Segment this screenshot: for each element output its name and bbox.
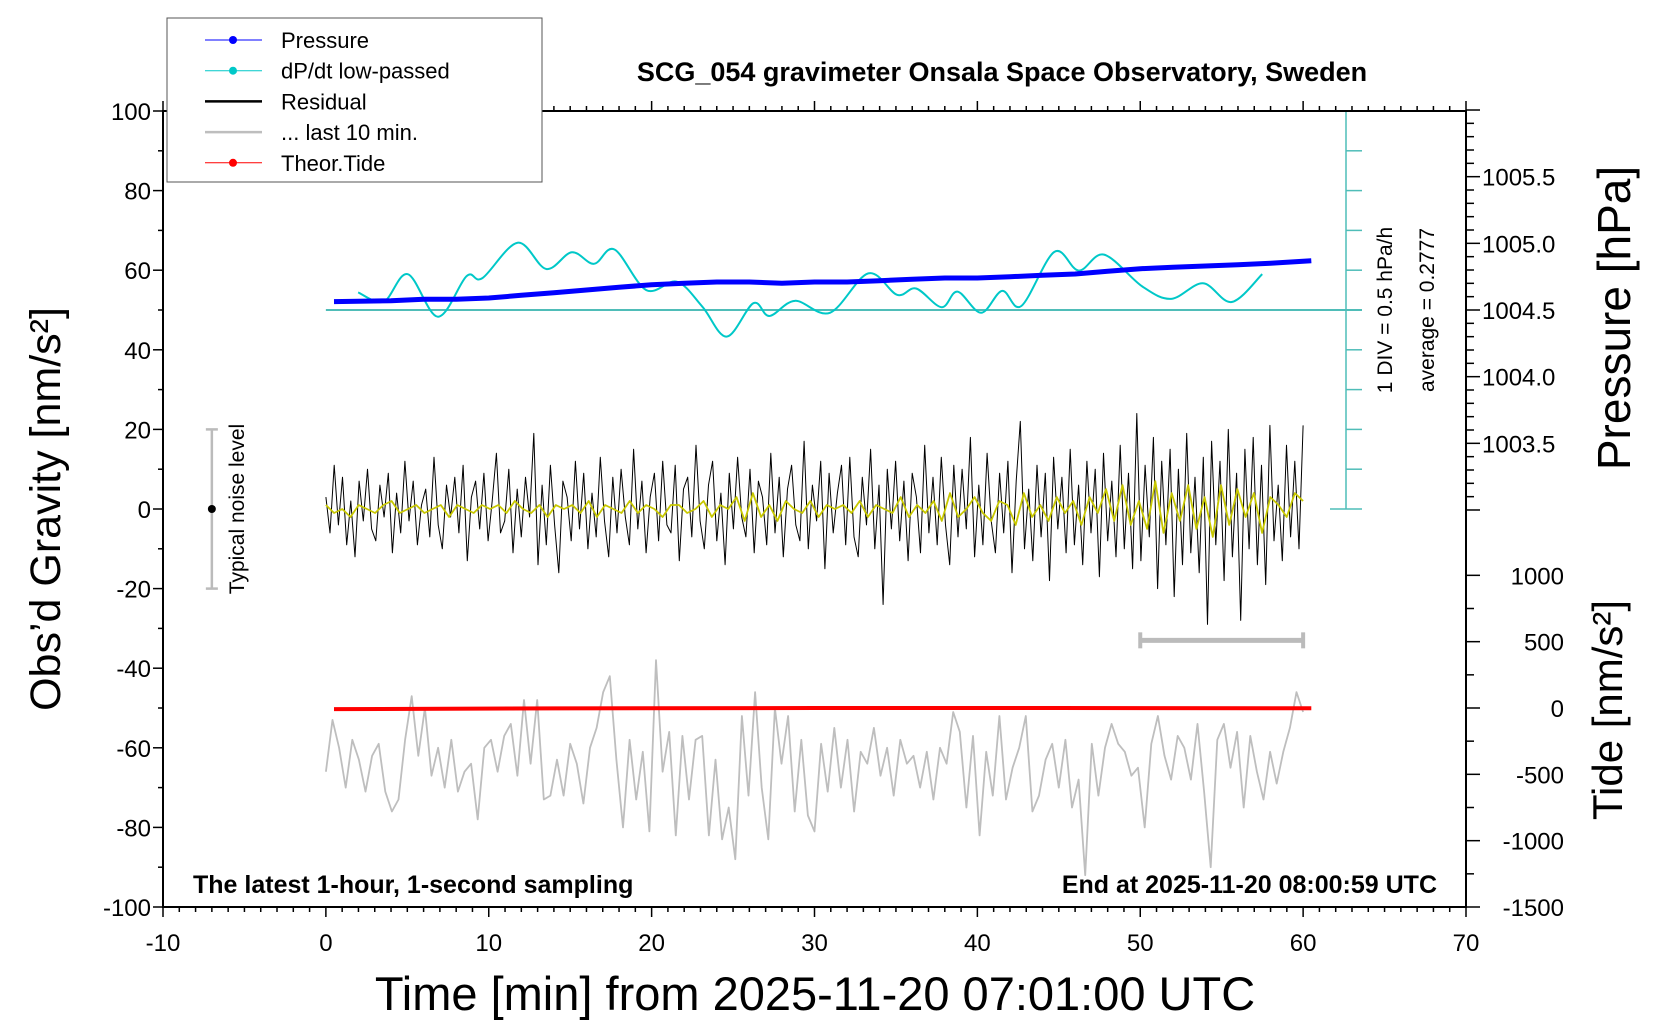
series-residual [325,413,1304,625]
annotation-noise: Typical noise level [226,424,249,594]
y-axis-title-pressure: Pressure [hPa] [1588,166,1640,470]
x-tick-label: 10 [475,930,502,957]
pressure-tick-label: 1004.0 [1482,365,1555,392]
y-tick-label: 0 [138,497,151,524]
plot-frame [162,110,1467,908]
annotation-div: 1 DIV = 0.5 hPa/h [1374,227,1397,393]
series-dpdt [357,241,1263,338]
y-tick-label: 20 [124,417,151,444]
pressure-tick-label: 1005.5 [1482,165,1555,192]
x-tick-label: -10 [146,930,181,957]
legend: Pressure dP/dt low-passed Residual ... last… [166,17,543,183]
legend-marker [229,36,237,44]
legend-label: ... last 10 min. [281,120,418,145]
series-residual-smoothed [325,480,1304,538]
chart-title: SCG_054 gravimeter Onsala Space Observat… [637,57,1367,87]
tide-tick-label: -1000 [1503,829,1564,856]
annotation-end-time: End at 2025-11-20 08:00:59 UTC [1062,871,1437,899]
tide-tick-label: -500 [1516,762,1564,789]
tide-tick-label: -1500 [1503,895,1564,922]
y-tick-label: 100 [111,99,151,126]
x-tick-label: 40 [964,930,991,957]
pressure-tick-label: 1003.5 [1482,431,1555,458]
annotation-average: average = 0.2777 [1416,228,1439,392]
y-tick-label: 80 [124,179,151,206]
x-tick-label: 70 [1453,930,1480,957]
annotation-sampling: The latest 1-hour, 1-second sampling [193,871,633,899]
legend-label: Theor.Tide [281,151,385,176]
y-tick-label: 60 [124,258,151,285]
x-tick-label: 50 [1127,930,1154,957]
y-axis-title-tide: Tide [nm/s²] [1584,600,1631,820]
series-pressure [333,258,1312,305]
y-tick-label: -60 [116,736,151,763]
y-tick-label: -20 [116,577,151,604]
series-last-10-min [325,659,1304,877]
y-axis-title-left: Obs’d Gravity [nm/s²] [22,307,70,711]
series-theor-tide [333,706,1312,712]
x-tick-label: 30 [801,930,828,957]
legend-marker [229,66,237,75]
pressure-tick-label: 1004.5 [1482,298,1555,325]
x-tick-label: 20 [638,930,665,957]
legend-label: Residual [281,89,367,114]
legend-marker [229,158,237,167]
pressure-tick-label: 1005.0 [1482,231,1555,258]
noise-level-dot [207,505,216,513]
tide-tick-label: 500 [1524,630,1564,657]
legend-box [166,17,543,183]
x-tick-label: 60 [1290,930,1317,957]
tide-tick-label: 1000 [1511,563,1564,590]
x-tick-label: 0 [319,930,332,957]
legend-label: Pressure [281,28,369,53]
legend-label: dP/dt low-passed [281,59,450,84]
chart-marks [205,110,1362,877]
tide-tick-label: 0 [1551,696,1564,723]
y-tick-label: -40 [116,656,151,683]
y-tick-label: -100 [103,895,151,922]
y-tick-label: -80 [116,815,151,842]
axis-ticks: -10 0 10 20 30 40 50 60 70100806040200-20-40-60-… [103,99,1564,957]
x-axis-title: Time [min] from 2025-11-20 07:01:00 UTC [375,967,1255,1020]
y-tick-label: 40 [124,338,151,365]
